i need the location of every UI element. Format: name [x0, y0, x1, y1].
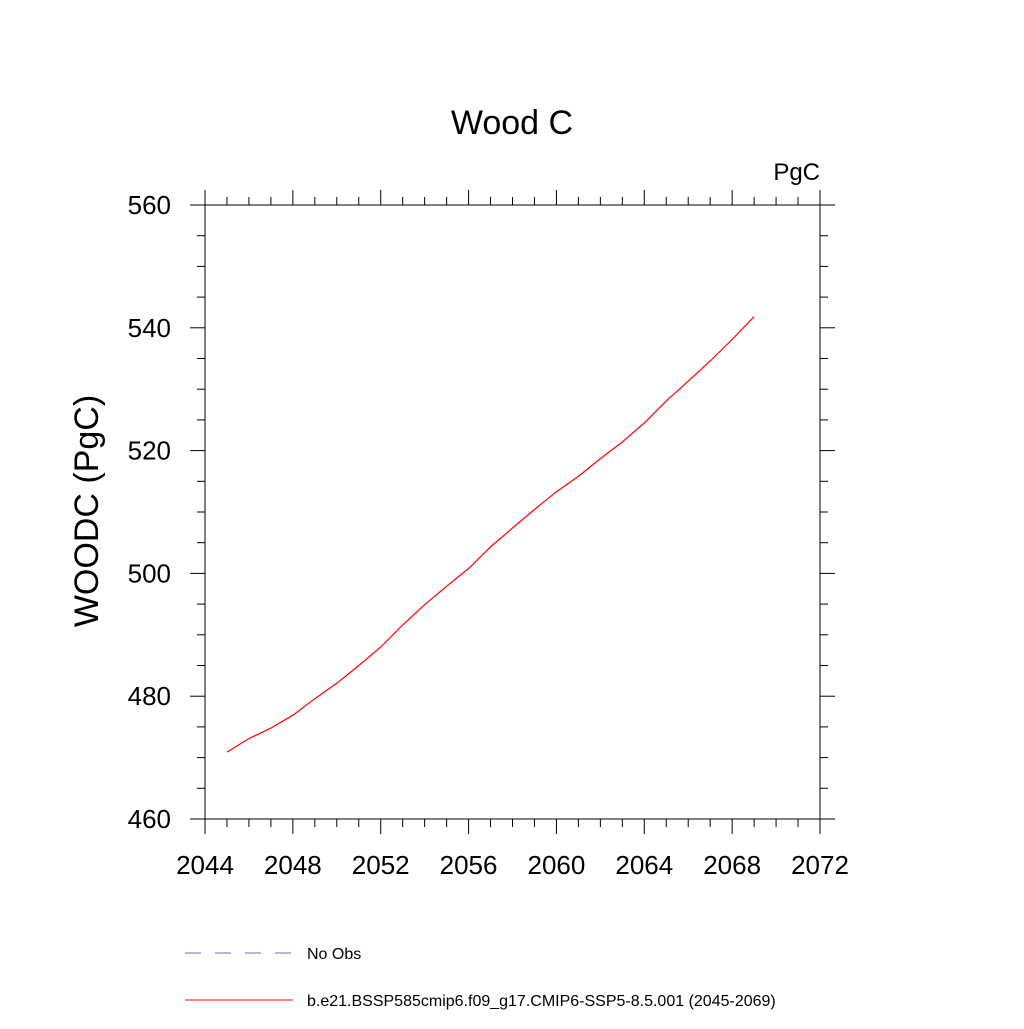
legend-label-0: No Obs — [307, 946, 361, 963]
ticks-layer: 2044 2048 2052 2056 2060 2064 2068 2072 460 480 50… — [128, 190, 849, 880]
units-label: PgC — [773, 159, 820, 186]
x-tick-label: 2068 — [703, 850, 761, 880]
x-tick-label: 2052 — [352, 850, 410, 880]
series-line-0 — [226, 316, 755, 753]
legend: No Obs b.e21.BSSP585cmip6.f09_g17.CMIP6-S… — [185, 946, 776, 1010]
y-tick-label: 540 — [128, 313, 171, 343]
x-tick-label: 2072 — [791, 850, 849, 880]
x-tick-label: 2056 — [440, 850, 498, 880]
x-tick-label: 2044 — [176, 850, 234, 880]
x-tick-label: 2060 — [528, 850, 586, 880]
y-tick-label: 500 — [128, 558, 171, 588]
y-axis-label: WOODC (PgC) — [68, 395, 106, 627]
y-tick-label: 460 — [128, 804, 171, 834]
y-tick-label: 520 — [128, 436, 171, 466]
series-layer — [226, 316, 755, 753]
legend-label-1: b.e21.BSSP585cmip6.f09_g17.CMIP6-SSP5-8.… — [307, 993, 776, 1010]
y-tick-label: 560 — [128, 190, 171, 220]
y-tick-label: 480 — [128, 681, 171, 711]
x-tick-label: 2064 — [615, 850, 673, 880]
chart-title: Wood C — [451, 104, 573, 142]
plot-frame — [204, 204, 821, 820]
x-tick-label: 2048 — [264, 850, 322, 880]
